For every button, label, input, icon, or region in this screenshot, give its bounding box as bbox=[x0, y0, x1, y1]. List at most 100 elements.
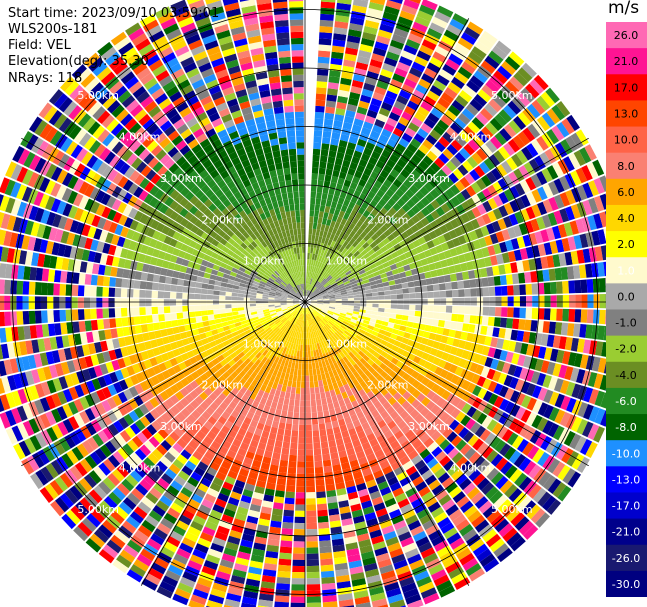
velocity-gate bbox=[591, 325, 599, 340]
velocity-gate bbox=[5, 392, 17, 409]
velocity-gate bbox=[432, 284, 440, 291]
velocity-gate bbox=[405, 404, 416, 415]
velocity-gate bbox=[328, 329, 335, 335]
velocity-gate bbox=[47, 310, 54, 323]
velocity-gate bbox=[354, 521, 367, 530]
velocity-gate bbox=[336, 574, 350, 583]
velocity-gate bbox=[387, 275, 395, 282]
velocity-gate bbox=[107, 454, 121, 468]
velocity-gate bbox=[4, 263, 13, 279]
velocity-gate bbox=[277, 330, 284, 337]
velocity-gate bbox=[238, 378, 247, 386]
velocity-gate bbox=[135, 483, 149, 496]
velocity-gate bbox=[397, 435, 408, 445]
velocity-gate bbox=[196, 482, 209, 493]
velocity-gate bbox=[577, 385, 588, 401]
velocity-gate bbox=[322, 293, 329, 297]
velocity-gate bbox=[346, 103, 358, 113]
velocity-gate bbox=[319, 161, 327, 169]
velocity-gate bbox=[451, 396, 462, 408]
velocity-gate bbox=[390, 308, 397, 314]
velocity-gate bbox=[471, 373, 481, 385]
velocity-gate bbox=[248, 471, 259, 480]
velocity-gate bbox=[402, 481, 415, 493]
velocity-gate bbox=[249, 503, 261, 513]
velocity-gate bbox=[209, 274, 217, 281]
velocity-gate bbox=[34, 383, 45, 398]
velocity-gate bbox=[308, 306, 313, 313]
velocity-gate bbox=[414, 230, 423, 239]
velocity-gate bbox=[134, 465, 147, 479]
velocity-gate bbox=[571, 453, 585, 470]
velocity-gate bbox=[326, 396, 333, 404]
velocity-gate bbox=[274, 327, 281, 334]
velocity-gate bbox=[133, 298, 140, 307]
velocity-gate bbox=[77, 297, 84, 309]
velocity-gate bbox=[353, 346, 361, 354]
velocity-gate bbox=[59, 472, 74, 488]
velocity-gate bbox=[579, 438, 593, 456]
velocity-gate bbox=[231, 288, 239, 294]
velocity-gate bbox=[309, 203, 315, 211]
velocity-gate bbox=[372, 124, 383, 134]
velocity-gate bbox=[194, 376, 204, 386]
velocity-gate bbox=[580, 309, 588, 323]
velocity-gate bbox=[370, 284, 378, 290]
velocity-gate bbox=[24, 251, 34, 266]
velocity-gate bbox=[115, 317, 123, 328]
velocity-gate bbox=[447, 81, 462, 94]
velocity-gate bbox=[144, 340, 153, 350]
velocity-gate bbox=[116, 464, 129, 478]
velocity-gate bbox=[316, 304, 324, 307]
velocity-gate bbox=[387, 259, 396, 266]
velocity-gate bbox=[257, 442, 267, 451]
velocity-gate bbox=[341, 378, 348, 386]
velocity-gate bbox=[331, 315, 339, 320]
velocity-gate bbox=[365, 141, 376, 151]
velocity-gate bbox=[537, 491, 552, 507]
velocity-gate bbox=[63, 245, 72, 258]
velocity-gate bbox=[342, 436, 352, 444]
velocity-gate bbox=[106, 397, 117, 410]
velocity-gate bbox=[490, 453, 504, 467]
velocity-gate bbox=[369, 438, 379, 448]
velocity-gate bbox=[81, 517, 97, 533]
velocity-gate bbox=[309, 305, 316, 310]
velocity-gate bbox=[469, 75, 485, 89]
velocity-gate bbox=[323, 346, 328, 354]
velocity-gate bbox=[4, 279, 11, 295]
velocity-gate bbox=[350, 209, 358, 218]
velocity-gate bbox=[415, 403, 426, 413]
velocity-gate bbox=[131, 251, 141, 262]
velocity-gate bbox=[22, 169, 34, 185]
velocity-gate bbox=[348, 237, 356, 245]
velocity-gate bbox=[338, 450, 348, 458]
velocity-gate bbox=[388, 387, 398, 397]
velocity-gate bbox=[398, 253, 407, 261]
velocity-gate bbox=[522, 259, 531, 272]
velocity-gate bbox=[385, 536, 399, 547]
velocity-gate bbox=[333, 289, 341, 293]
velocity-gate bbox=[359, 494, 371, 504]
velocity-gate bbox=[306, 265, 309, 272]
velocity-gate bbox=[290, 436, 298, 444]
velocity-gate bbox=[551, 104, 566, 121]
velocity-gate bbox=[423, 592, 440, 605]
velocity-gate bbox=[294, 522, 305, 530]
velocity-gate bbox=[516, 438, 529, 453]
velocity-gate bbox=[351, 156, 361, 165]
velocity-gate bbox=[365, 568, 380, 578]
velocity-gate bbox=[273, 414, 281, 423]
velocity-gate bbox=[316, 293, 322, 298]
velocity-gate bbox=[549, 240, 559, 254]
velocity-gate bbox=[440, 379, 451, 390]
velocity-gate bbox=[324, 237, 330, 245]
velocity-gate bbox=[516, 330, 525, 342]
velocity-gate bbox=[347, 491, 359, 500]
velocity-gate bbox=[338, 593, 353, 602]
velocity-gate bbox=[293, 350, 298, 357]
velocity-gate bbox=[250, 371, 258, 379]
velocity-gate bbox=[489, 233, 499, 245]
velocity-gate bbox=[595, 341, 604, 356]
velocity-gate bbox=[374, 237, 382, 245]
